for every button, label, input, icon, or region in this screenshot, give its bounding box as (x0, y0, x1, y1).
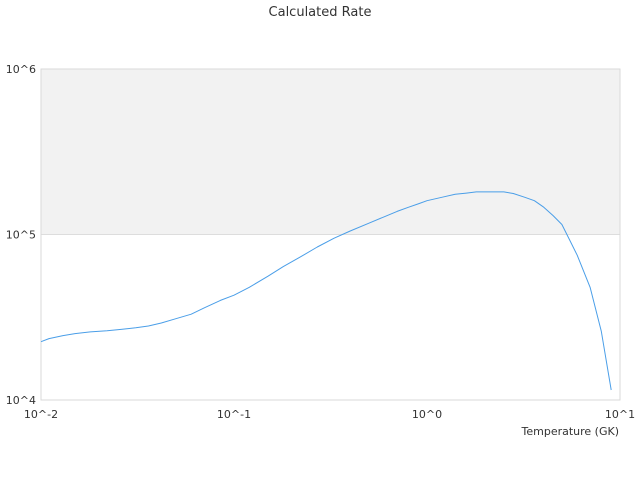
x-tick-label: 10^-2 (24, 408, 58, 421)
y-tick-label: 10^4 (6, 394, 36, 407)
shaded-band (41, 69, 620, 235)
chart-title: Calculated Rate (269, 5, 372, 20)
x-tick-labels: 10^-2 10^-1 10^0 10^1 (24, 408, 635, 421)
x-tick-label: 10^1 (605, 408, 635, 421)
series-group (40, 191, 612, 391)
y-tick-label: 10^5 (6, 229, 36, 242)
plot-frame (40, 68, 621, 401)
y-tick-label: 10^6 (6, 63, 36, 76)
y-tick-labels: 10^4 10^5 10^6 (6, 63, 36, 407)
x-tick-label: 10^-1 (217, 408, 251, 421)
x-axis-label: Temperature (GK) (521, 425, 620, 438)
series-line (40, 191, 612, 391)
x-tick-label: 10^0 (412, 408, 442, 421)
